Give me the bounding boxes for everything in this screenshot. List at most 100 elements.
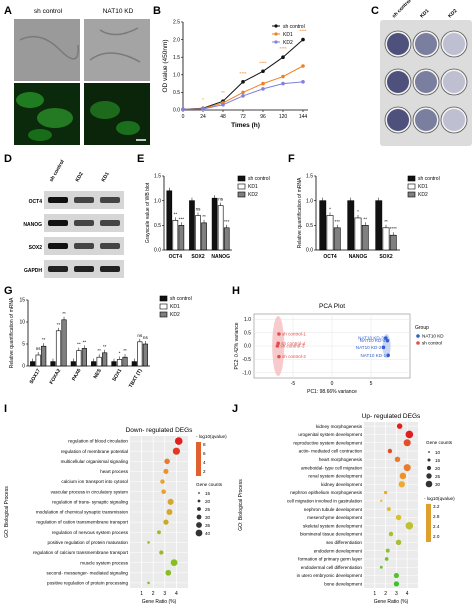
- bar: [223, 227, 230, 251]
- x-tick-label: 1: [373, 591, 376, 597]
- x-tick-label: 24: [200, 114, 206, 120]
- chart-h: PCA Plot -1.0 -0.5 0.0 0.5 1.0 -5 0 5 PC1: 98.66%…: [234, 303, 444, 395]
- size-legend-marker: [425, 480, 433, 488]
- go-term-label: actin- mediated cell contraction: [299, 449, 363, 454]
- legend-label: sh control: [422, 341, 442, 346]
- bar: [189, 200, 195, 251]
- significance-mark: ***: [179, 216, 185, 221]
- size-legend-title: Gene counts: [196, 482, 223, 487]
- category-label: NANOG: [211, 254, 230, 260]
- blot-row-label: OCT4: [29, 199, 43, 205]
- go-term-label: reproductive system development: [293, 440, 362, 445]
- x-tick-label: 4: [406, 591, 409, 597]
- legend-swatch: [159, 311, 168, 318]
- bar: [76, 350, 82, 367]
- go-term-dot: [167, 498, 174, 505]
- blot-row-label: GAPDH: [24, 268, 42, 274]
- chart-title: PCA Plot: [319, 303, 345, 310]
- go-term-dot: [394, 456, 401, 463]
- go-term-dot: [395, 514, 402, 521]
- size-legend-tick: 15: [205, 491, 211, 496]
- pca-point: [385, 338, 390, 343]
- well-stain: [415, 33, 437, 55]
- blot-lane-header: KD2: [75, 171, 85, 183]
- bar: [111, 361, 117, 367]
- significance-mark: ***: [335, 219, 341, 224]
- y-tick-label: 0.0: [306, 248, 313, 254]
- bar: [30, 361, 36, 367]
- x-tick-label: 0: [182, 114, 185, 120]
- go-term-label: second- messenger- mediated signaling: [47, 570, 129, 575]
- category-label: SOX2: [379, 254, 393, 260]
- bar: [347, 200, 355, 251]
- go-term-label: regulation of nervous system process: [52, 530, 129, 535]
- bar: [326, 215, 334, 251]
- legend-swatch: [407, 183, 416, 190]
- go-term-label: urogenital system development: [298, 432, 362, 437]
- blot-band: [100, 243, 120, 249]
- fluor-blob: [116, 121, 140, 135]
- blot-band: [74, 197, 94, 203]
- significance-mark: ****: [279, 46, 286, 51]
- x-tick-label: 72: [240, 114, 246, 120]
- bar: [142, 343, 148, 367]
- go-term-dot: [405, 430, 414, 439]
- legend-label: KD2: [418, 192, 428, 198]
- category-label: NANOG: [349, 254, 368, 260]
- panel-label-d: D: [4, 153, 12, 165]
- blot-band: [100, 220, 120, 226]
- go-term-label: multicellular organismal signaling: [61, 459, 129, 464]
- go-term-dot: [388, 531, 394, 537]
- pca-point-label: NAT10 KD-1: [360, 353, 386, 358]
- data-point: [261, 69, 265, 74]
- y-tick-label: 2.0: [173, 37, 180, 43]
- well-stain: [415, 109, 437, 131]
- go-term-dot: [384, 557, 389, 561]
- go-term-dot: [405, 521, 414, 530]
- go-term-label: regulation of cation transmembrane trans…: [36, 520, 128, 525]
- bar: [382, 227, 390, 251]
- go-term-dot: [165, 569, 172, 576]
- legend-swatch: [159, 295, 168, 302]
- data-point: [221, 102, 225, 107]
- plate-column-header: KD1: [419, 8, 430, 19]
- go-term-dot: [379, 565, 383, 569]
- pca-point: [277, 354, 281, 359]
- category-label: SOX1: [111, 368, 123, 383]
- data-point: [301, 37, 305, 42]
- significance-mark: **: [97, 348, 101, 353]
- go-term-dot: [403, 439, 411, 447]
- x-axis-label: Gene Ratio (%): [142, 599, 177, 605]
- bar: [319, 200, 327, 251]
- go-term-label: ameboidal- type cell migration: [301, 465, 362, 470]
- x-tick-label: -5: [291, 381, 296, 387]
- plate-column-header: sh control: [391, 0, 413, 19]
- y-tick-label: 0.0: [173, 108, 180, 114]
- pca-point: [384, 336, 388, 340]
- bar: [116, 359, 123, 367]
- size-legend-marker: [198, 492, 200, 494]
- y-tick-label: 1.0: [244, 317, 251, 323]
- well-stain: [443, 109, 465, 131]
- well-stain: [387, 109, 409, 131]
- panel-label-i: I: [4, 403, 7, 415]
- bar: [55, 330, 62, 367]
- significance-mark: ns: [143, 335, 149, 340]
- legend-label: KD1: [418, 184, 428, 190]
- go-term-dot: [380, 499, 383, 503]
- pca-point: [386, 353, 390, 358]
- go-term-label: calcium ion transport into cytosol: [61, 479, 128, 484]
- go-term-label: vascular process in circulatory system: [51, 489, 129, 494]
- color-legend-bar: [426, 504, 431, 542]
- blot-band: [100, 197, 120, 203]
- bar: [102, 352, 108, 367]
- go-term-label: bone development: [324, 581, 363, 586]
- significance-mark: **: [174, 211, 178, 216]
- color-legend-tick: 4: [203, 460, 206, 465]
- go-term-dot: [385, 548, 390, 553]
- significance-mark: **: [62, 311, 66, 316]
- blot-band: [48, 197, 68, 203]
- y-tick-label: 0.5: [306, 223, 313, 229]
